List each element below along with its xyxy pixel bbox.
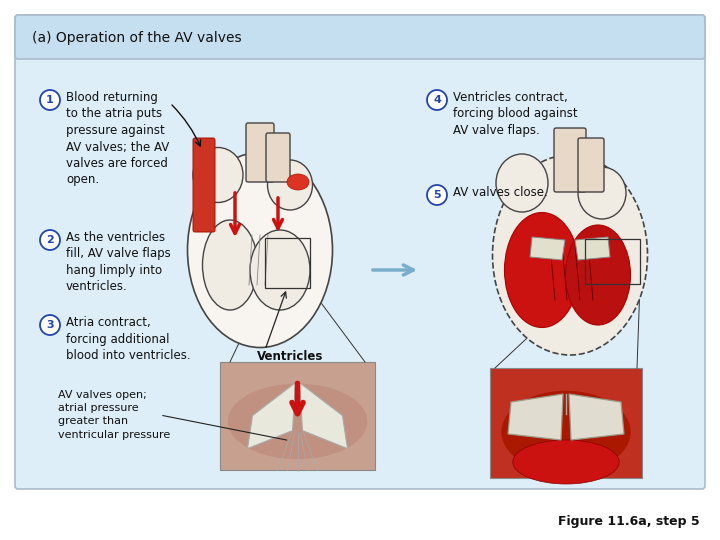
Circle shape bbox=[427, 185, 447, 205]
Ellipse shape bbox=[187, 152, 333, 348]
Polygon shape bbox=[569, 394, 624, 440]
FancyBboxPatch shape bbox=[554, 128, 586, 192]
Text: 3: 3 bbox=[46, 320, 54, 330]
Ellipse shape bbox=[250, 230, 310, 310]
Ellipse shape bbox=[496, 154, 548, 212]
Ellipse shape bbox=[193, 147, 243, 202]
Text: Blood returning
to the atria puts
pressure against
AV valves; the AV
valves are : Blood returning to the atria puts pressu… bbox=[66, 91, 169, 186]
Polygon shape bbox=[575, 237, 610, 260]
Circle shape bbox=[40, 90, 60, 110]
Ellipse shape bbox=[287, 174, 309, 190]
Ellipse shape bbox=[501, 391, 631, 473]
FancyBboxPatch shape bbox=[15, 15, 705, 489]
Text: (a) Operation of the AV valves: (a) Operation of the AV valves bbox=[32, 31, 242, 45]
FancyBboxPatch shape bbox=[220, 362, 375, 470]
Circle shape bbox=[427, 90, 447, 110]
Text: AV valves close.: AV valves close. bbox=[453, 186, 548, 199]
Ellipse shape bbox=[513, 440, 619, 484]
Text: 2: 2 bbox=[46, 235, 54, 245]
Polygon shape bbox=[300, 383, 348, 449]
Text: Ventricles contract,
forcing blood against
AV valve flaps.: Ventricles contract, forcing blood again… bbox=[453, 91, 577, 137]
FancyBboxPatch shape bbox=[578, 138, 604, 192]
Circle shape bbox=[40, 230, 60, 250]
Ellipse shape bbox=[228, 383, 367, 459]
Polygon shape bbox=[530, 237, 565, 260]
FancyBboxPatch shape bbox=[490, 368, 642, 478]
Text: Figure 11.6a, step 5: Figure 11.6a, step 5 bbox=[559, 515, 700, 528]
Ellipse shape bbox=[492, 155, 647, 355]
Ellipse shape bbox=[505, 213, 580, 327]
FancyBboxPatch shape bbox=[15, 15, 705, 59]
Ellipse shape bbox=[565, 225, 631, 325]
Text: Atria contract,
forcing additional
blood into ventricles.: Atria contract, forcing additional blood… bbox=[66, 316, 191, 362]
Polygon shape bbox=[508, 394, 563, 440]
Text: 1: 1 bbox=[46, 95, 54, 105]
Text: As the ventricles
fill, AV valve flaps
hang limply into
ventricles.: As the ventricles fill, AV valve flaps h… bbox=[66, 231, 171, 294]
Polygon shape bbox=[248, 383, 295, 449]
Text: 4: 4 bbox=[433, 95, 441, 105]
Text: AV valves open;
atrial pressure
greater than
ventricular pressure: AV valves open; atrial pressure greater … bbox=[58, 390, 170, 440]
FancyBboxPatch shape bbox=[266, 133, 290, 182]
Ellipse shape bbox=[202, 220, 258, 310]
Ellipse shape bbox=[268, 160, 312, 210]
FancyBboxPatch shape bbox=[193, 138, 215, 232]
Ellipse shape bbox=[578, 167, 626, 219]
Text: Ventricles: Ventricles bbox=[257, 350, 323, 363]
FancyBboxPatch shape bbox=[246, 123, 274, 182]
Text: 5: 5 bbox=[433, 190, 441, 200]
Circle shape bbox=[40, 315, 60, 335]
